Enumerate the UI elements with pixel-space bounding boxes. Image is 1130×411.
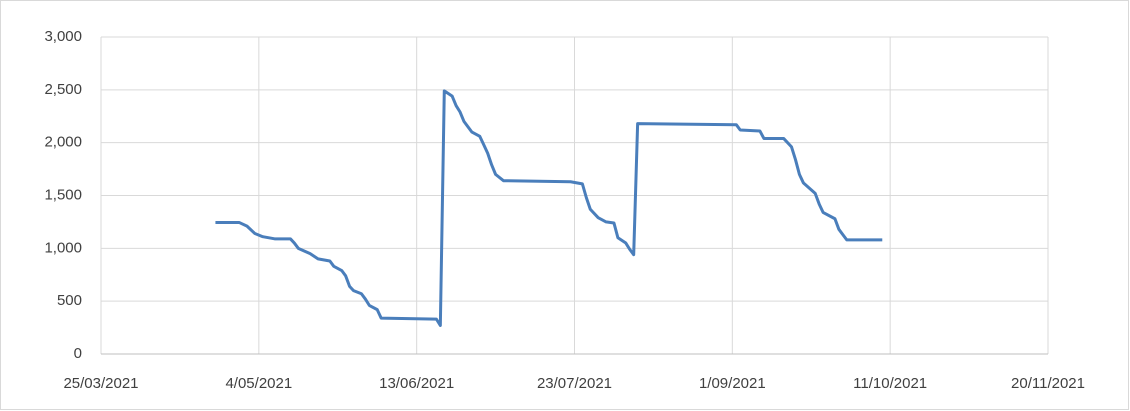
y-tick-label: 0	[74, 345, 82, 362]
x-tick-label: 11/10/2021	[853, 375, 927, 392]
x-tick-label: 1/09/2021	[699, 375, 766, 392]
x-tick-label: 4/05/2021	[225, 375, 292, 392]
y-tick-label: 500	[57, 292, 82, 309]
y-tick-label: 1,000	[44, 239, 82, 256]
y-tick-label: 1,500	[44, 186, 82, 203]
x-tick-label: 13/06/2021	[379, 375, 454, 392]
x-tick-label: 20/11/2021	[1011, 375, 1085, 392]
y-tick-label: 3,000	[44, 28, 82, 45]
y-tick-label: 2,500	[44, 81, 82, 98]
y-tick-label: 2,000	[44, 134, 82, 151]
x-tick-label: 23/07/2021	[537, 375, 612, 392]
x-tick-label: 25/03/2021	[63, 375, 138, 392]
data-line	[215, 89, 883, 327]
